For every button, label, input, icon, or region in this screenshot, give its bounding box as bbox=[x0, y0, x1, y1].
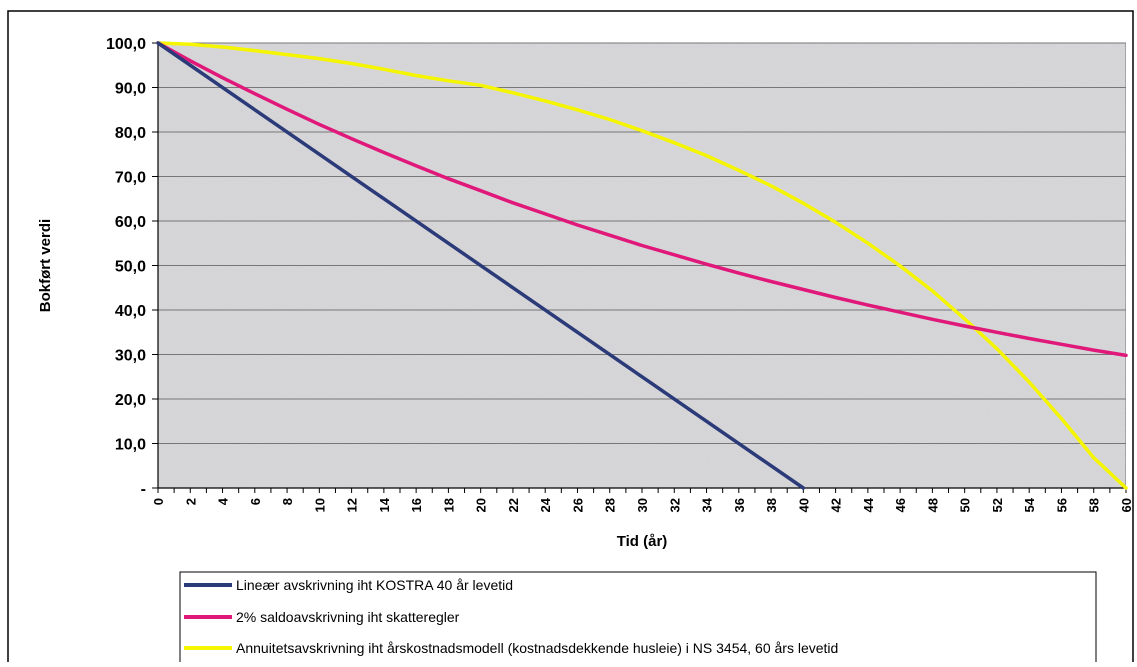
y-tick-label: 20,0 bbox=[115, 392, 146, 409]
x-tick-label: 26 bbox=[570, 498, 585, 512]
y-tick-label: 50,0 bbox=[115, 259, 146, 276]
x-tick-label: 50 bbox=[958, 498, 973, 512]
x-tick-label: 20 bbox=[474, 498, 489, 512]
y-tick-label: 60,0 bbox=[115, 214, 146, 231]
y-tick-label: 40,0 bbox=[115, 303, 146, 320]
x-tick-label: 42 bbox=[829, 498, 844, 512]
x-tick-label: 48 bbox=[925, 498, 940, 512]
x-tick-label: 56 bbox=[1054, 498, 1069, 512]
series-line-2 bbox=[156, 41, 1128, 490]
series-lines bbox=[156, 41, 1128, 490]
x-tick-label: 22 bbox=[506, 498, 521, 512]
y-tick-label: 90,0 bbox=[115, 81, 146, 98]
x-tick-label: 4 bbox=[216, 497, 231, 505]
x-tick-label: 40 bbox=[796, 498, 811, 512]
y-tick-label: 70,0 bbox=[115, 170, 146, 187]
legend-label-linear: Lineær avskrivning iht KOSTRA 40 år leve… bbox=[236, 577, 513, 593]
x-tick-label: 52 bbox=[990, 498, 1005, 512]
x-tick-label: 46 bbox=[893, 498, 908, 512]
grid-lines bbox=[158, 42, 1126, 444]
x-axis-title: Tid (år) bbox=[617, 533, 668, 550]
legend-label-saldo: 2% saldoavskrivning iht skatteregler bbox=[236, 609, 460, 625]
x-tick-label: 32 bbox=[667, 498, 682, 512]
x-tick-label: 60 bbox=[1119, 498, 1134, 512]
x-tick-label: 12 bbox=[345, 498, 360, 512]
x-tick-label: 10 bbox=[312, 498, 327, 512]
x-axis-ticks: 0 2 4 6 8 10 12 14 16 18 20 22 24 26 28 30 32 34 36 38 40 42 4… bbox=[151, 488, 1134, 512]
x-tick-label: 2 bbox=[183, 498, 198, 505]
series-line-1 bbox=[156, 41, 1128, 358]
x-tick-label: 24 bbox=[538, 497, 553, 512]
legend: Lineær avskrivning iht KOSTRA 40 år leve… bbox=[179, 571, 1097, 665]
x-tick-label: 16 bbox=[409, 498, 424, 512]
x-tick-label: 14 bbox=[377, 497, 392, 512]
legend-label-annuity: Annuitetsavskrivning iht årskostnadsmode… bbox=[236, 640, 838, 656]
x-tick-label: 28 bbox=[603, 498, 618, 512]
x-tick-label: 0 bbox=[151, 498, 166, 505]
x-tick-label: 18 bbox=[441, 498, 456, 512]
x-tick-label: 58 bbox=[1087, 498, 1102, 512]
series-line-0 bbox=[156, 41, 806, 490]
x-tick-label: 38 bbox=[764, 498, 779, 512]
x-tick-label: 30 bbox=[635, 498, 650, 512]
y-tick-label: 80,0 bbox=[115, 125, 146, 142]
y-tick-label: 10,0 bbox=[115, 437, 146, 454]
y-tick-label: 30,0 bbox=[115, 348, 146, 365]
x-tick-label: 6 bbox=[248, 498, 263, 505]
y-tick-label: - bbox=[141, 481, 146, 498]
x-tick-label: 8 bbox=[280, 498, 295, 505]
x-tick-label: 34 bbox=[700, 497, 715, 512]
x-tick-label: 54 bbox=[1022, 497, 1037, 512]
y-tick-label: 100,0 bbox=[106, 36, 146, 53]
x-tick-label: 36 bbox=[732, 498, 747, 512]
x-tick-label: 44 bbox=[861, 497, 876, 512]
y-axis-title: Bokført verdi bbox=[37, 219, 54, 312]
